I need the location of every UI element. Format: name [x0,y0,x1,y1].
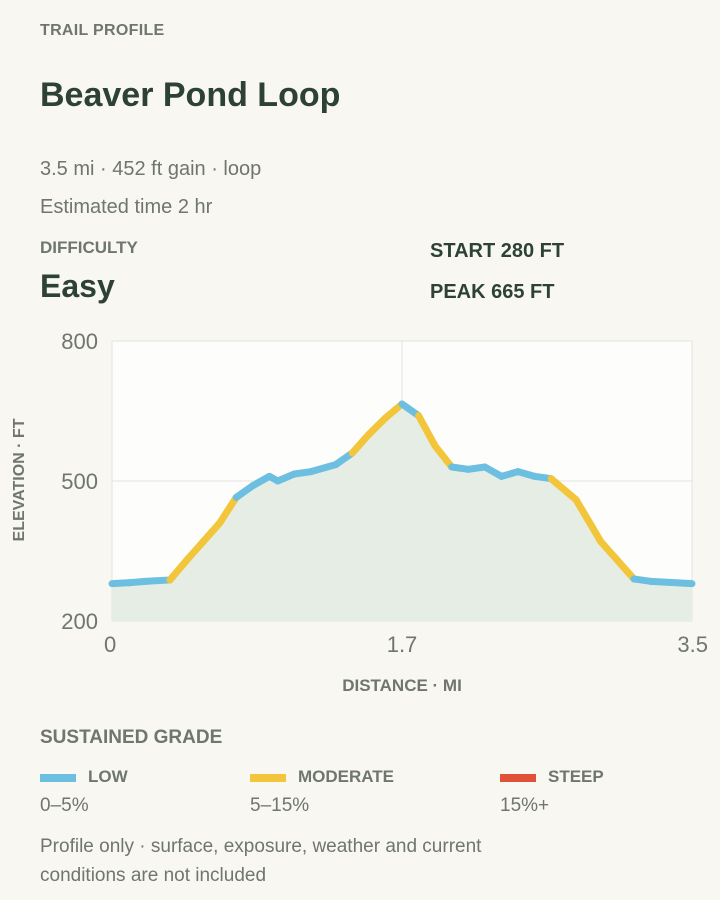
profile-segment [547,475,580,504]
legend-title: SUSTAINED GRADE [40,727,223,748]
y-axis-label: ELEVATION · FT [11,418,28,541]
profile-segment [572,496,605,546]
footnote: Profile only · surface, exposure, weathe… [40,836,482,886]
start-elevation: START 280 FT [430,240,565,262]
peak-elevation: PEAK 665 FT [430,281,555,303]
steep-swatch [500,774,536,782]
x-tick-label: 0 [104,632,116,657]
legend-name: MODERATE [298,767,395,786]
profile-segment [307,461,340,476]
difficulty-label: DIFFICULTY [40,238,138,257]
profile-segment [663,578,696,588]
profile-segment [183,538,207,564]
difficulty-value: Easy [40,268,115,304]
y-tick-label: 200 [61,609,98,634]
estimated-time: Estimated time 2 hr [40,196,213,218]
profile-segment [365,414,389,438]
x-tick-label: 3.5 [677,632,708,657]
y-tick-label: 800 [61,329,98,354]
profile-segment [431,442,456,471]
elevation-chart: 800 500 200 0 1.7 3.5 ELEVATION · FT DISTANC… [11,329,708,695]
x-axis-label: DISTANCE · MI [342,676,462,695]
elevation-area [112,404,692,621]
profile-segment [216,493,240,527]
legend-range: 15%+ [500,795,550,816]
profile-segment [166,556,191,584]
moderate-swatch [250,774,286,782]
x-tick-label: 1.7 [387,632,418,657]
x-axis-ticks: 0 1.7 3.5 [104,632,708,657]
trail-summary: 3.5 mi · 452 ft gain · loop [40,158,262,180]
profile-segment [348,430,373,457]
legend-name: LOW [88,767,128,786]
legend-name: STEEP [548,767,604,786]
trail-title: Beaver Pond Loop [40,76,341,114]
eyebrow-label: TRAIL PROFILE [40,22,165,39]
legend-range: 5–15% [250,795,310,816]
legend-range: 0–5% [40,795,89,816]
profile-segment [199,519,224,546]
profile-segment [415,412,439,450]
profile-segment [597,538,621,564]
y-tick-label: 500 [61,469,98,494]
profile-segment [613,556,638,583]
profile-segment [381,400,406,422]
profile-segment [141,576,174,585]
low-swatch [40,774,76,782]
y-axis-ticks: 800 500 200 [61,329,98,634]
elevation-line [108,400,696,588]
